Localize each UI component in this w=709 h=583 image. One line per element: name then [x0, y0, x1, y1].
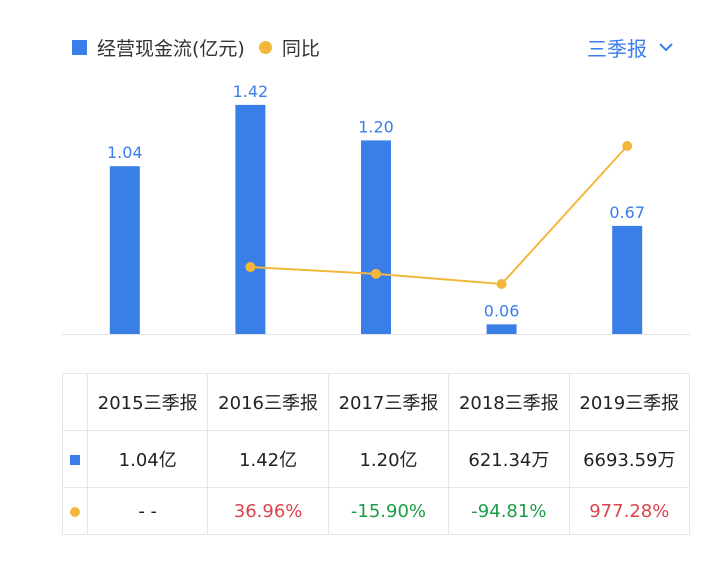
bar-legend-icon [72, 39, 87, 55]
table-row-yoy: - - 36.96% -15.90% -94.81% 977.28% [62, 487, 691, 535]
bar-2017三季报[interactable] [361, 140, 391, 334]
table-cell: 6693.59万 [568, 430, 691, 489]
yoy-point-2018三季报[interactable] [496, 279, 507, 289]
table-header-cell: 2017三季报 [327, 372, 450, 432]
table-header-cell: 2018三季报 [448, 372, 570, 432]
yoy-point-2019三季报[interactable] [622, 141, 633, 151]
period-dropdown[interactable]: 三季报 [587, 32, 673, 62]
table-cell: 36.96% [207, 487, 329, 535]
table-corner-cell [62, 372, 88, 432]
line-legend-icon [258, 40, 272, 54]
table-header-row: 2015三季报 2016三季报 2017三季报 2018三季报 2019三季报 [62, 372, 691, 432]
bar-2015三季报[interactable] [109, 166, 140, 334]
legend-item-cashflow[interactable]: 经营现金流(亿元) [72, 34, 245, 61]
yoy-point-2016三季报[interactable] [245, 262, 256, 273]
bar-2019三季报[interactable] [612, 225, 643, 334]
bar-value-label: 0.67 [609, 203, 645, 222]
summary-table: 2015三季报 2016三季报 2017三季报 2018三季报 2019三季报 … [62, 372, 691, 535]
chevron-down-icon [659, 42, 673, 51]
bar-value-label: 1.42 [233, 82, 269, 101]
table-cell: 1.42亿 [207, 430, 329, 489]
table-header-cell: 2015三季报 [86, 372, 209, 432]
bar-marker-icon [70, 454, 80, 465]
cashflow-chart: 1.04 1.42 1.20 0.06 0.67 [62, 82, 690, 335]
table-row-cashflow: 1.04亿 1.42亿 1.20亿 621.34万 6693.59万 [62, 430, 691, 489]
table-cell: 1.04亿 [86, 430, 209, 489]
period-dropdown-label: 三季报 [587, 36, 647, 61]
bar-value-label: 0.06 [484, 301, 520, 320]
table-cell: - - [86, 487, 209, 535]
table-cell: 977.28% [568, 487, 691, 535]
line-marker-icon [70, 506, 80, 517]
legend-label-yoy: 同比 [281, 37, 320, 60]
bar-2018三季报[interactable] [486, 324, 517, 334]
table-cell: 621.34万 [448, 430, 570, 489]
yoy-point-2017三季报[interactable] [371, 268, 381, 279]
bar-value-label: 1.04 [107, 143, 143, 162]
bar-2016三季报[interactable] [235, 104, 266, 334]
table-cell: 1.20亿 [327, 430, 450, 489]
legend-item-yoy[interactable]: 同比 [258, 34, 320, 61]
cashflow-row-marker [62, 430, 88, 489]
table-cell: -15.90% [327, 487, 450, 535]
table-header-cell: 2019三季报 [568, 372, 691, 432]
yoy-row-marker [62, 487, 88, 535]
table-header-cell: 2016三季报 [207, 372, 329, 432]
chart-legend: 经营现金流(亿元) 同比 [72, 32, 334, 62]
table-cell: -94.81% [448, 487, 570, 535]
bar-value-label: 1.20 [358, 117, 394, 136]
yoy-line [250, 145, 628, 286]
legend-label-cashflow: 经营现金流(亿元) [97, 37, 245, 60]
